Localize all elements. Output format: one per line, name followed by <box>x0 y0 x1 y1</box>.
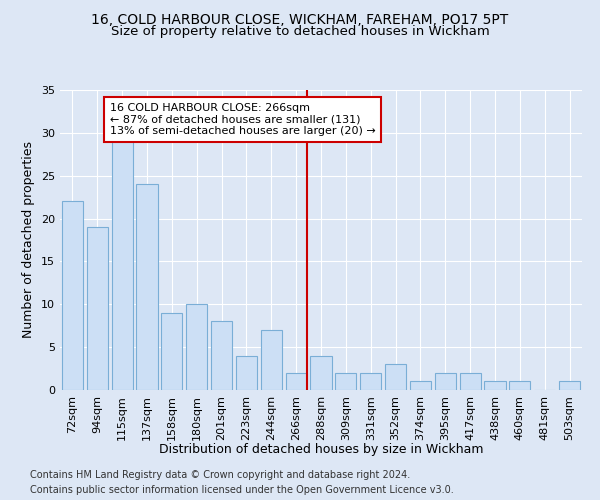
Bar <box>161 313 182 390</box>
Bar <box>236 356 257 390</box>
Bar <box>559 382 580 390</box>
Bar <box>310 356 332 390</box>
Bar <box>286 373 307 390</box>
Bar <box>62 202 83 390</box>
Bar <box>484 382 506 390</box>
Bar <box>360 373 381 390</box>
Bar <box>186 304 207 390</box>
Text: Distribution of detached houses by size in Wickham: Distribution of detached houses by size … <box>159 442 483 456</box>
Bar <box>435 373 456 390</box>
Bar <box>460 373 481 390</box>
Text: Contains public sector information licensed under the Open Government Licence v3: Contains public sector information licen… <box>30 485 454 495</box>
Bar <box>112 142 133 390</box>
Text: Contains HM Land Registry data © Crown copyright and database right 2024.: Contains HM Land Registry data © Crown c… <box>30 470 410 480</box>
Bar <box>87 227 108 390</box>
Bar <box>136 184 158 390</box>
Bar <box>211 322 232 390</box>
Bar <box>261 330 282 390</box>
Bar <box>335 373 356 390</box>
Bar <box>509 382 530 390</box>
Bar <box>385 364 406 390</box>
Text: 16 COLD HARBOUR CLOSE: 266sqm
← 87% of detached houses are smaller (131)
13% of : 16 COLD HARBOUR CLOSE: 266sqm ← 87% of d… <box>110 103 376 136</box>
Text: 16, COLD HARBOUR CLOSE, WICKHAM, FAREHAM, PO17 5PT: 16, COLD HARBOUR CLOSE, WICKHAM, FAREHAM… <box>91 12 509 26</box>
Text: Size of property relative to detached houses in Wickham: Size of property relative to detached ho… <box>110 25 490 38</box>
Bar <box>410 382 431 390</box>
Y-axis label: Number of detached properties: Number of detached properties <box>22 142 35 338</box>
